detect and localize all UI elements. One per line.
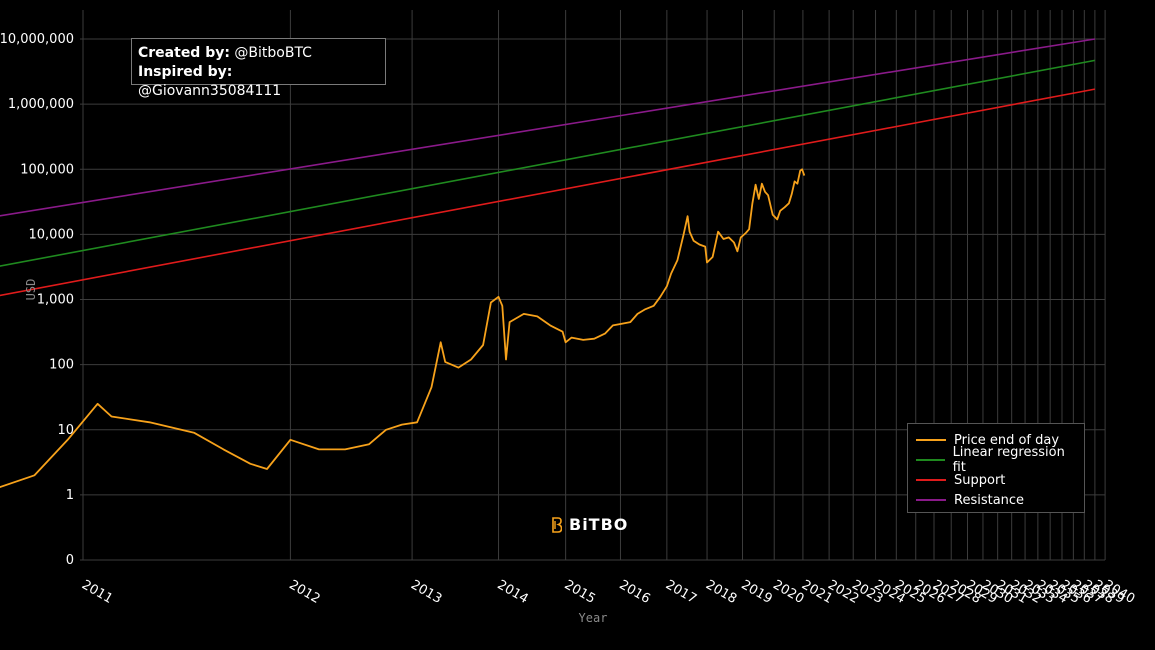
x-tick-label: 2018 — [703, 577, 739, 607]
y-tick-label: 10 — [57, 423, 74, 438]
support-line — [0, 88, 1096, 297]
legend-item: Resistance — [916, 490, 1076, 510]
legend-label: Price end of day — [954, 432, 1060, 448]
created-by-value: @BitboBTC — [234, 45, 312, 61]
legend-label: Support — [954, 472, 1006, 488]
x-tick-label: 2013 — [408, 577, 444, 607]
legend-label: Linear regression fit — [952, 445, 1065, 475]
x-axis-title: Year — [579, 611, 608, 625]
y-tick-label: 1 — [66, 488, 74, 503]
y-axis-title: USD — [24, 279, 38, 301]
y-tick-label: 1,000 — [37, 293, 74, 308]
legend-swatch — [916, 439, 946, 441]
inspired-by-value: @Giovann35084111 — [138, 83, 282, 99]
y-tick-label: 10,000 — [29, 227, 75, 242]
legend-item: Support — [916, 470, 1076, 490]
credits-box: Created by: @BitboBTC Inspired by: @Giov… — [131, 38, 386, 99]
x-tick-label: 2020 — [770, 577, 806, 607]
x-tick-label: 2016 — [616, 577, 652, 607]
x-tick-label: 2011 — [79, 577, 115, 607]
x-tick-label: 2017 — [663, 577, 699, 607]
bitbo-logo: BiTBO — [551, 515, 628, 534]
y-tick-label: 100,000 — [20, 162, 74, 177]
legend: Price end of day Linear regression fit Sup… — [907, 423, 1085, 513]
y-tick-label: 10,000,000 — [0, 32, 74, 47]
legend-label: Resistance — [954, 492, 1025, 508]
legend-item: Linear regression fit — [916, 445, 1076, 475]
regression-fit-line — [0, 59, 1096, 267]
created-by-label: Created by: — [138, 45, 230, 61]
x-tick-label: 2014 — [495, 577, 531, 607]
y-tick-label: 0 — [66, 553, 74, 568]
legend-swatch — [916, 459, 945, 461]
x-tick-label: 2012 — [286, 577, 322, 607]
inspired-by-label: Inspired by: — [138, 64, 233, 80]
x-tick-label: 2015 — [562, 577, 598, 607]
y-tick-label: 100 — [49, 358, 74, 373]
y-tick-label: 1,000,000 — [8, 97, 74, 112]
y-axis-ticks: 0 1 10 100 1,000 10,000 100,000 1,000,000 10,000… — [0, 32, 74, 568]
series-layer — [0, 38, 1096, 488]
x-axis-ticks: 2011 2012 2013 2014 2015 2016 2017 2018 20192020… — [79, 577, 1137, 607]
legend-swatch — [916, 479, 946, 481]
legend-item: Price end of day — [916, 430, 1076, 450]
x-tick-label: 2019 — [739, 577, 775, 607]
bitbo-logo-icon — [552, 516, 562, 533]
legend-swatch — [916, 499, 946, 501]
resistance-line — [0, 38, 1096, 217]
grid — [80, 10, 1106, 561]
price-end-of-day-line — [0, 168, 806, 488]
bitbo-logo-text: BiTBO — [569, 515, 629, 534]
